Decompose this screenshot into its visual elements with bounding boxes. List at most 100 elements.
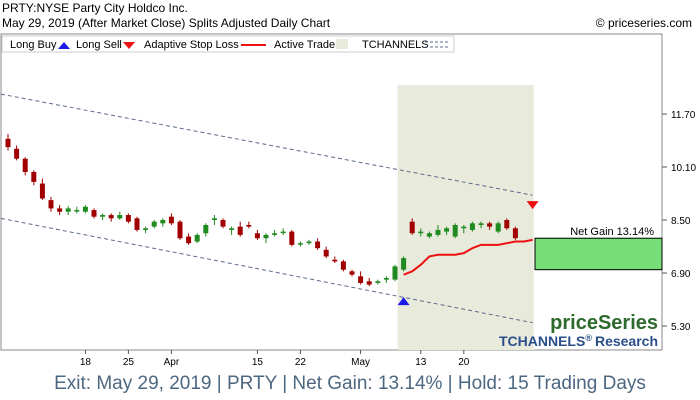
x-tick-label: 13 [415, 357, 427, 368]
candle [143, 226, 149, 234]
legend-tchannels-label: TCHANNELS [362, 39, 429, 51]
legend-long-sell-label: Long Sell [76, 39, 122, 51]
candle-body [31, 171, 37, 182]
candle-body [108, 215, 114, 219]
candle-body [375, 281, 381, 283]
candle [297, 241, 303, 247]
candle [263, 233, 269, 244]
y-tick-label: 5.30 [671, 322, 691, 333]
candle-body [461, 226, 467, 229]
long-buy-icon [58, 42, 70, 49]
y-tick-label: 6.90 [671, 269, 691, 280]
candle [100, 213, 106, 220]
candle-body [504, 220, 510, 229]
candle-body [452, 224, 458, 237]
candle [358, 271, 364, 285]
plot-area [0, 33, 663, 351]
candle [82, 205, 88, 214]
candle [487, 221, 493, 230]
candle-body [39, 183, 45, 199]
brand-research: Research [595, 333, 658, 349]
candle [426, 231, 432, 239]
x-tick-label: May [351, 357, 370, 368]
candle-body [366, 281, 372, 285]
candle [57, 205, 63, 216]
candle-body [358, 276, 364, 283]
brand-tchannels: TCHANNELS® Research [499, 333, 658, 349]
candle-body [186, 236, 192, 244]
candle [478, 221, 484, 229]
candle-body [134, 218, 140, 230]
candle [323, 246, 329, 259]
candle [22, 157, 28, 176]
candle [108, 213, 114, 222]
candle [168, 213, 174, 225]
active-trade-zone [397, 85, 534, 350]
candle-body [306, 241, 312, 244]
candle-body [487, 223, 493, 227]
y-axis: 11.70 10.10 8.50 6.90 5.30 [662, 110, 696, 333]
candle-body [512, 228, 518, 239]
candle [469, 221, 475, 232]
candle [495, 221, 501, 234]
candle-body [220, 220, 226, 227]
candle-body [143, 228, 149, 230]
candle-body [315, 241, 321, 249]
candle [375, 279, 381, 285]
candle [211, 215, 217, 225]
candle-body [211, 218, 217, 220]
x-tick-label: 15 [252, 357, 264, 368]
plot-background [0, 33, 663, 351]
candle [254, 229, 260, 240]
candle [246, 221, 252, 229]
candle-body [100, 215, 106, 217]
brand-logo: priceSeries [550, 312, 658, 334]
candle-body [272, 233, 278, 235]
candle-body [14, 148, 20, 159]
candle-body [418, 231, 424, 234]
legend-long-buy-label: Long Buy [10, 39, 57, 51]
candle-body [426, 233, 432, 237]
candle-body [91, 210, 97, 217]
candle-body [117, 215, 123, 219]
y-tick-label: 8.50 [671, 216, 691, 227]
candle-body [401, 258, 407, 270]
candle-body [297, 243, 303, 245]
candle [401, 256, 407, 272]
brand-registered: ® [585, 333, 592, 343]
candle [383, 276, 389, 283]
stop-loss-layer [403, 238, 533, 276]
candle [504, 218, 510, 230]
candle [444, 226, 450, 235]
candle [237, 221, 243, 237]
candle [512, 226, 518, 240]
y-tick-label: 11.70 [671, 110, 696, 121]
candle-body [194, 234, 200, 242]
candle-body [478, 223, 484, 225]
price-chart: Net Gain 13.14% 11.70 10.10 8.50 6.90 5.30 1… [0, 33, 696, 368]
x-axis: 18 25 Apr 15 22 May 13 20 [80, 350, 470, 368]
candle [134, 216, 140, 232]
candle [461, 224, 467, 234]
candle [280, 228, 286, 235]
candle-body [289, 231, 295, 245]
candlestick-series [5, 133, 518, 287]
candle [418, 228, 424, 237]
long-buy-marker [397, 297, 410, 306]
candle-body [57, 208, 63, 212]
copyright-text: © priceseries.com [595, 16, 692, 30]
candle [39, 178, 45, 201]
candle-body [229, 228, 235, 230]
candle [177, 220, 183, 240]
candle [151, 220, 157, 229]
candle-body [237, 226, 243, 235]
legend-active-trade-label: Active Trade [274, 39, 335, 51]
candle-body [254, 233, 260, 239]
x-tick-label: 25 [123, 357, 135, 368]
tchannels-layer [0, 93, 533, 324]
candle-body [22, 158, 28, 172]
candle [452, 223, 458, 239]
net-gain-label: Net Gain 13.14% [570, 226, 654, 238]
candle-body [263, 234, 269, 239]
chart-date-line: May 29, 2019 (After Market Close) Splits… [2, 16, 331, 30]
